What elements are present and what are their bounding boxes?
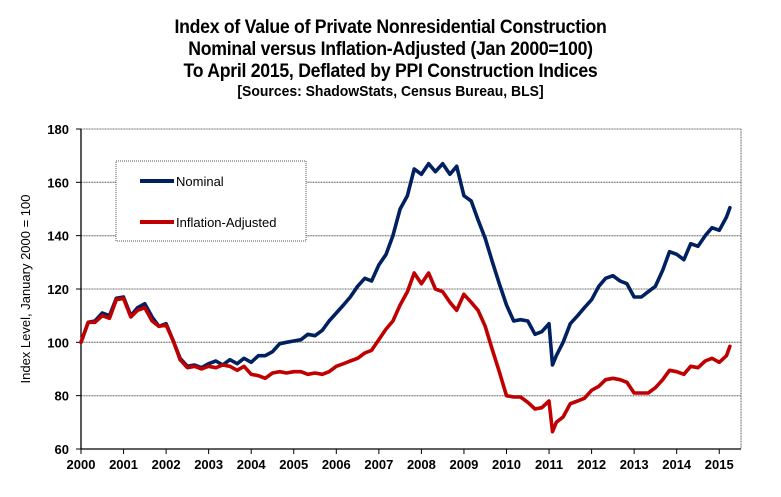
x-tick-label-2013: 2013: [620, 457, 649, 472]
legend-label-nominal: Nominal: [176, 174, 224, 189]
axes-layer: 60 80 100 120 140 160 180 2000 2001 2002 2003 2004 2…: [47, 122, 741, 472]
chart-subtitle: [Sources: ShadowStats, Census Bureau, BL…: [237, 83, 544, 100]
y-tick-label-180: 180: [47, 122, 69, 137]
series-line-inflation-adjusted: [79, 271, 732, 434]
y-tick-label-100: 100: [47, 335, 69, 350]
x-tick-label-2002: 2002: [152, 457, 181, 472]
legend-label-inflation-adjusted: Inflation-Adjusted: [176, 215, 276, 230]
y-axis-label: Index Level, January 2000 = 100: [18, 194, 33, 383]
x-tick-label-2005: 2005: [279, 457, 308, 472]
y-tick-label-140: 140: [47, 229, 69, 244]
x-tick-label-2015: 2015: [705, 457, 734, 472]
x-tick-label-2007: 2007: [364, 457, 393, 472]
y-tick-label-80: 80: [55, 389, 69, 404]
x-tick-label-2004: 2004: [237, 457, 267, 472]
x-tick-label-2011: 2011: [535, 457, 563, 472]
series-layer: [79, 161, 732, 434]
y-tick-label-60: 60: [55, 442, 69, 457]
x-tick-label-2012: 2012: [577, 457, 606, 472]
x-tick-label-2014: 2014: [662, 457, 692, 472]
chart-title-block: Index of Value of Private Nonresidential…: [0, 17, 781, 101]
chart-title-line-3: To April 2015, Deflated by PPI Construct…: [183, 61, 598, 82]
legend: Nominal Inflation-Adjusted: [115, 160, 307, 242]
x-tick-label-2008: 2008: [407, 457, 436, 472]
x-tick-label-2006: 2006: [322, 457, 351, 472]
legend-box: [115, 160, 307, 242]
x-tick-label-2003: 2003: [194, 457, 223, 472]
y-tick-label-160: 160: [47, 175, 69, 190]
x-tick-label-2000: 2000: [67, 457, 96, 472]
x-tick-label-2001: 2001: [109, 457, 138, 472]
x-tick-label-2010: 2010: [492, 457, 521, 472]
chart-title-line-1: Index of Value of Private Nonresidential…: [174, 17, 607, 38]
y-tick-label-120: 120: [47, 282, 69, 297]
chart-title-line-2: Nominal versus Inflation-Adjusted (Jan 2…: [188, 39, 593, 60]
x-tick-label-2009: 2009: [449, 457, 478, 472]
